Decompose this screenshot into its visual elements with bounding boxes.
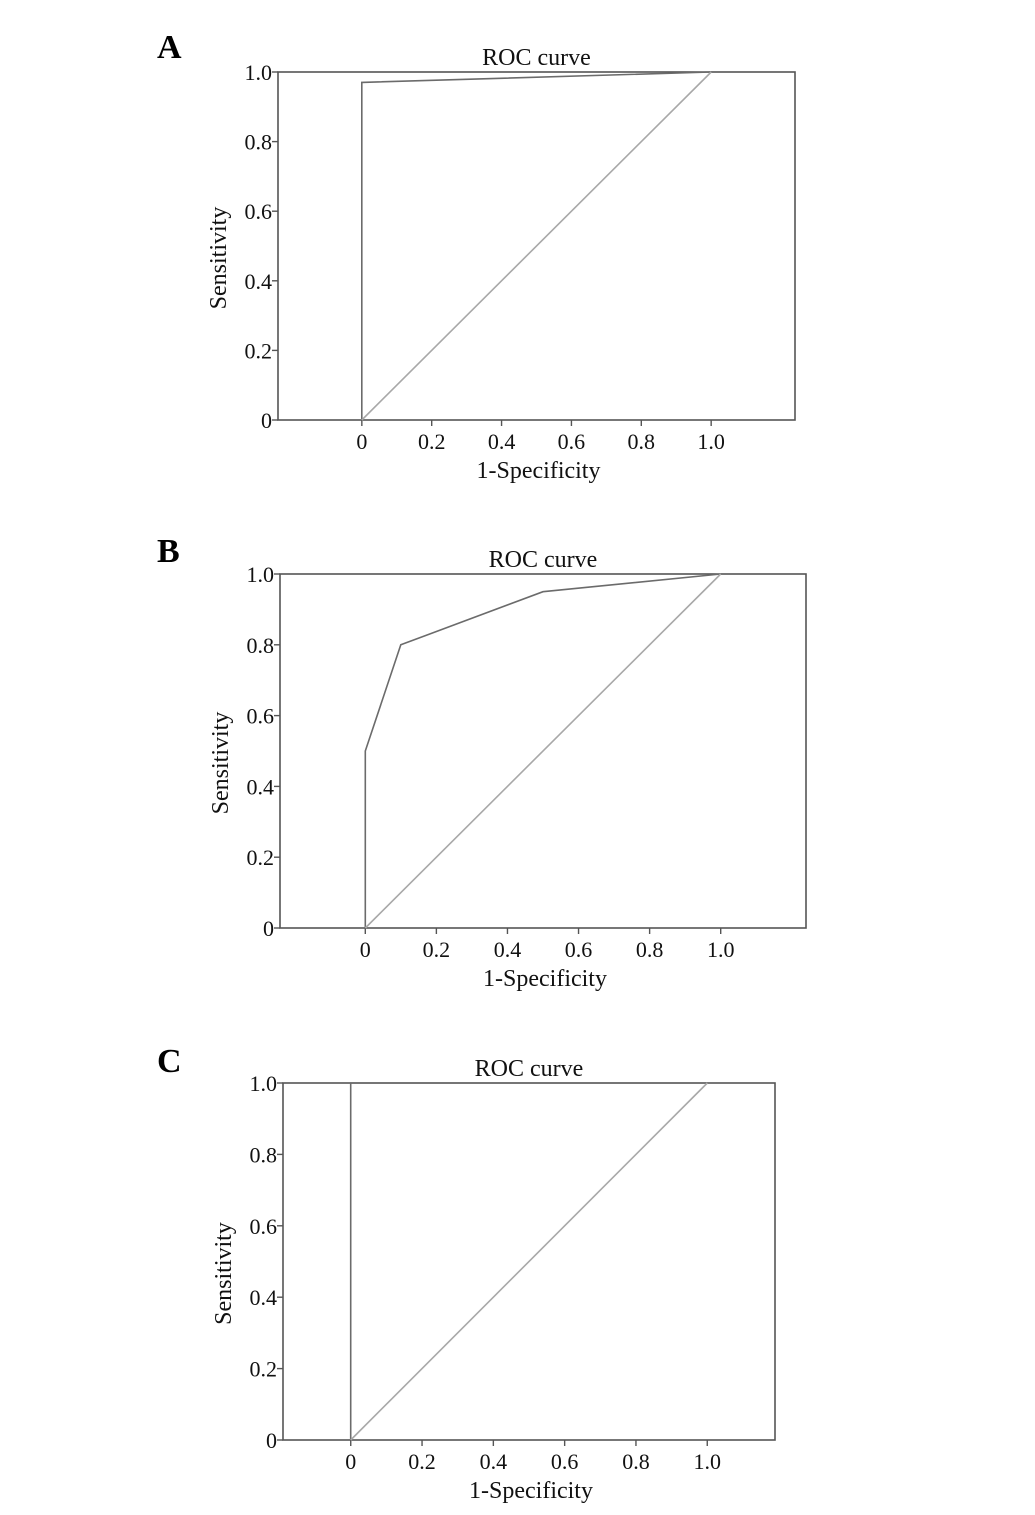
- chart-title: ROC curve: [482, 45, 591, 71]
- x-tick-label: 0.8: [628, 429, 656, 454]
- y-tick-label: 0.2: [245, 338, 273, 363]
- y-axis-label: Sensitivity: [206, 207, 232, 310]
- panel-label: B: [157, 533, 180, 570]
- y-tick-label: 1.0: [247, 562, 275, 587]
- y-tick-label: 0.4: [247, 774, 275, 799]
- y-axis-label: Sensitivity: [208, 712, 234, 815]
- x-tick-label: 0: [356, 429, 367, 454]
- panel-label: A: [157, 29, 182, 66]
- x-axis-label: 1-Specificity: [477, 458, 601, 484]
- panel-label: C: [157, 1043, 182, 1080]
- y-tick-label: 0.4: [245, 269, 273, 294]
- y-tick-label: 0: [263, 916, 274, 941]
- y-tick-label: 0.6: [247, 704, 275, 729]
- y-tick-label: 1.0: [245, 60, 273, 85]
- x-tick-label: 0.4: [488, 429, 516, 454]
- x-axis-label: 1-Specificity: [483, 966, 607, 992]
- y-tick-label: 0: [266, 1428, 277, 1453]
- y-tick-label: 0.2: [250, 1357, 278, 1382]
- x-tick-label: 0.2: [418, 429, 446, 454]
- chart-title: ROC curve: [489, 547, 598, 573]
- y-tick-label: 0.8: [247, 633, 275, 658]
- roc-panel-c: C ROC curve 0 0.2 0.4 0.6 0.8 1.0 0 0.2 0.4 0.6 0.8 1…: [157, 1043, 776, 1504]
- x-tick-label: 0.2: [423, 937, 451, 962]
- roc-curve-line: [364, 573, 721, 928]
- x-axis-label: 1-Specificity: [469, 1478, 593, 1504]
- x-tick-label: 0.6: [565, 937, 593, 962]
- y-tick-label: 0.6: [250, 1214, 278, 1239]
- x-tick-label: 0.4: [494, 937, 522, 962]
- x-tick-label: 0: [345, 1449, 356, 1474]
- roc-curve-line: [360, 71, 712, 420]
- x-tick-label: 0.4: [480, 1449, 508, 1474]
- y-tick-label: 0.2: [247, 845, 275, 870]
- x-tick-label: 0.6: [558, 429, 586, 454]
- reference-diagonal-line: [350, 1082, 708, 1441]
- x-tick-label: 0.8: [636, 937, 664, 962]
- plot-frame: [279, 573, 807, 929]
- x-tick-label: 1.0: [707, 937, 735, 962]
- reference-diagonal-line: [361, 71, 712, 421]
- roc-panel-b: B ROC curve 0 0.2 0.4 0.6 0.8 1.0 0 0.2 0.4 0.6 0.8 1…: [157, 533, 807, 992]
- plot-frame: [277, 71, 796, 421]
- x-tick-label: 0: [360, 937, 371, 962]
- reference-diagonal-line: [364, 573, 722, 929]
- x-tick-label: 1.0: [694, 1449, 722, 1474]
- chart-title: ROC curve: [475, 1056, 584, 1082]
- y-tick-label: 1.0: [250, 1071, 278, 1096]
- roc-curve-line: [349, 1082, 708, 1440]
- x-tick-label: 1.0: [697, 429, 725, 454]
- x-tick-label: 0.8: [622, 1449, 650, 1474]
- x-tick-label: 0.6: [551, 1449, 579, 1474]
- y-tick-label: 0: [261, 408, 272, 433]
- y-tick-label: 0.8: [245, 130, 273, 155]
- y-axis-label: Sensitivity: [211, 1222, 237, 1325]
- y-tick-label: 0.6: [245, 199, 273, 224]
- y-tick-label: 0.4: [250, 1285, 278, 1310]
- roc-panel-a: A ROC curve 0 0.2 0.4 0.6 0.8 1.0 0 0.2 0.4 0.6 0.8 1…: [157, 29, 796, 484]
- y-tick-label: 0.8: [250, 1142, 278, 1167]
- x-tick-label: 0.2: [408, 1449, 436, 1474]
